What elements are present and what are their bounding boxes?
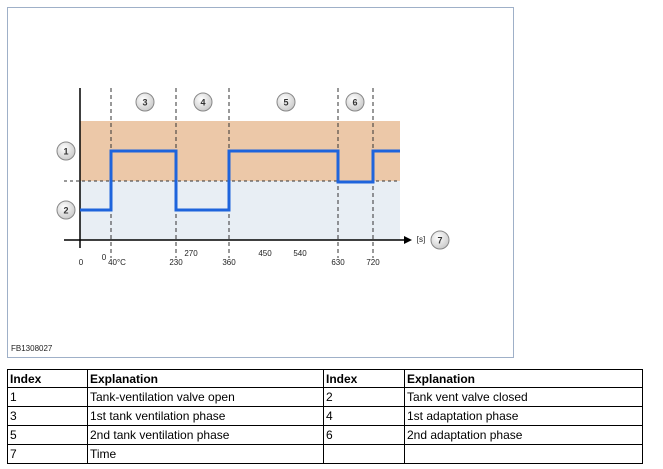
axis-label: 270 <box>184 249 198 258</box>
axis-label: 230 <box>169 258 183 267</box>
table-cell: 7 <box>7 444 88 464</box>
callout-number: 7 <box>437 235 442 245</box>
callout-number: 6 <box>352 97 357 107</box>
callout-circle <box>276 92 296 112</box>
figure: [s] 0 0 40°C 230 270 360 450 540 630 720… <box>7 7 514 358</box>
callout-circle <box>193 92 213 112</box>
table-cell: Tank vent valve closed <box>404 387 643 407</box>
figure-code: FB1308027 <box>11 344 53 353</box>
table-cell: 5 <box>7 425 88 445</box>
callout-circle <box>430 230 450 250</box>
table-row: 7 Time <box>7 444 643 464</box>
valve-state-line <box>80 149 400 212</box>
table-cell: 1st tank ventilation phase <box>87 406 324 426</box>
axis-label: 360 <box>222 258 236 267</box>
callout-circle <box>345 92 365 112</box>
table-cell <box>404 444 643 464</box>
table-cell: 4 <box>323 406 405 426</box>
callouts: 1 2 3 4 5 6 7 <box>56 92 450 250</box>
table-cell: 1st adaptation phase <box>404 406 643 426</box>
axis-label: 720 <box>366 258 380 267</box>
callout-circle <box>135 92 155 112</box>
closed-band <box>80 181 400 240</box>
table-cell: 1 <box>7 387 88 407</box>
axis-label: 630 <box>331 258 345 267</box>
table-cell: 2 <box>323 387 405 407</box>
axis-arrow <box>404 236 412 244</box>
axis-label: 540 <box>293 249 307 258</box>
header-cell: Explanation <box>404 369 643 388</box>
header-row: Index Explanation Index Explanation <box>7 369 643 388</box>
axis-label: 0 <box>102 253 107 262</box>
callout-number: 3 <box>142 97 147 107</box>
callout-circle <box>56 200 76 220</box>
axis-label: 0 <box>79 258 84 267</box>
table-row: 5 2nd tank ventilation phase 6 2nd adaptati… <box>7 425 643 445</box>
axis-unit: [s] <box>417 235 425 244</box>
axis-label: 40°C <box>108 258 126 267</box>
table-cell: 2nd tank ventilation phase <box>87 425 324 445</box>
table-cell: Time <box>87 444 324 464</box>
table-cell: 3 <box>7 406 88 426</box>
legend-table: Index Explanation Index Explanation 1 Tan… <box>7 369 643 464</box>
table-cell: Tank-ventilation valve open <box>87 387 324 407</box>
callout-number: 1 <box>63 146 68 156</box>
header-cell: Index <box>7 369 88 388</box>
axis-label: 450 <box>258 249 272 258</box>
table-cell <box>323 444 405 464</box>
table-cell: 2nd adaptation phase <box>404 425 643 445</box>
table-row: 3 1st tank ventilation phase 4 1st adaptati… <box>7 406 643 426</box>
callout-number: 5 <box>283 97 288 107</box>
table-row: 1 Tank-ventilation valve open 2 Tank vent v… <box>7 387 643 407</box>
callout-number: 4 <box>200 97 205 107</box>
callout-circle <box>56 141 76 161</box>
table-cell: 6 <box>323 425 405 445</box>
callout-number: 2 <box>63 205 68 215</box>
header-cell: Explanation <box>87 369 324 388</box>
header-cell: Index <box>323 369 405 388</box>
